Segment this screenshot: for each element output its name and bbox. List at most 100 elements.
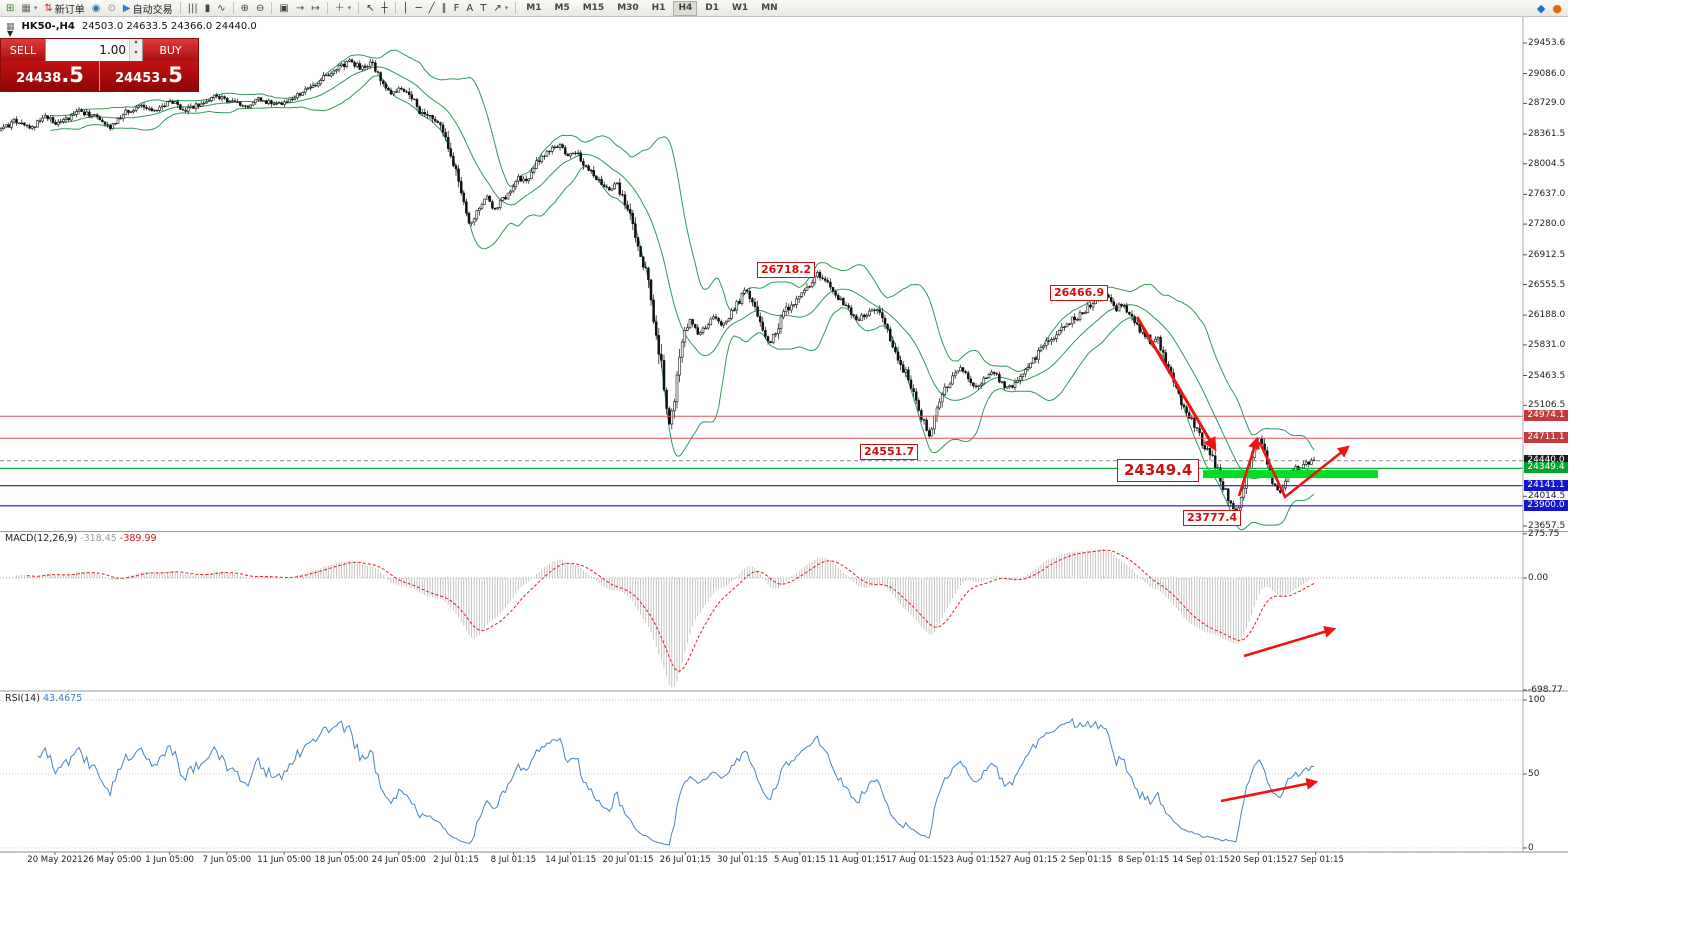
time-axis-label: 30 Jul 01:15 bbox=[717, 855, 769, 865]
candle-wicks bbox=[0, 58, 1315, 517]
volume-down-icon[interactable]: ▾ bbox=[130, 50, 142, 61]
zoom-in-icon[interactable]: ⊕ bbox=[238, 1, 252, 16]
auto-trading-button[interactable]: ▶ 自动交易 bbox=[122, 2, 173, 16]
arrow-tools-icon[interactable]: ↗ ▾ bbox=[490, 1, 511, 16]
timeframe-m30-button[interactable]: M30 bbox=[612, 1, 643, 16]
price-axis-tick: 26188.0 bbox=[1528, 310, 1566, 321]
main-chart-layer bbox=[0, 49, 1316, 531]
time-axis-label: 20 May 2021 bbox=[27, 855, 83, 865]
time-axis-label: 26 May 05:00 bbox=[83, 855, 142, 865]
sell-button[interactable]: SELL bbox=[1, 39, 45, 61]
price-axis-tick: 25106.5 bbox=[1528, 400, 1566, 411]
label-icon[interactable]: T bbox=[477, 1, 489, 16]
time-axis-label: 26 Jul 01:15 bbox=[659, 855, 711, 865]
bar-chart-icon[interactable]: ||| bbox=[185, 1, 201, 16]
price-axis-tick: 23657.5 bbox=[1528, 521, 1566, 531]
buy-price[interactable]: 24453.5 bbox=[115, 63, 183, 87]
one-click-collapse-icon[interactable]: ▼ bbox=[7, 29, 14, 38]
indicators-icon[interactable]: ＋ ▾ bbox=[332, 1, 355, 16]
timeframe-h4-button[interactable]: H4 bbox=[673, 0, 698, 16]
new-chart-icon[interactable]: ⊞ bbox=[3, 1, 17, 16]
rsi-axis-tick: 100 bbox=[1528, 695, 1546, 705]
time-axis-label: 5 Aug 01:15 bbox=[773, 855, 826, 865]
chart-header: ▦ HK50-,H4 24503.0 24633.5 24366.0 24440… bbox=[6, 21, 257, 32]
price-callout[interactable]: 26466.9 bbox=[1050, 285, 1109, 301]
auto-scroll-icon: → bbox=[295, 2, 305, 14]
horizontal-line-icon[interactable]: ─ bbox=[413, 1, 425, 16]
dropdown-caret-icon: ▾ bbox=[347, 4, 352, 12]
price-callout[interactable]: 24551.7 bbox=[860, 444, 919, 460]
timeframe-w1-button[interactable]: W1 bbox=[727, 1, 753, 16]
trend-arrow bbox=[1237, 436, 1260, 497]
price-axis-tick: 25831.0 bbox=[1528, 339, 1566, 350]
price-callout[interactable]: 26718.2 bbox=[757, 262, 816, 278]
rsi-layer bbox=[0, 699, 1523, 849]
news-icon[interactable]: ⊙ bbox=[104, 1, 118, 16]
symbol-period-label: HK50-,H4 bbox=[21, 21, 75, 32]
price-callout[interactable]: 24349.4 bbox=[1117, 459, 1200, 482]
one-click-top-row: SELL ▴ ▾ BUY bbox=[1, 39, 198, 61]
alert-icon[interactable]: ● bbox=[1552, 1, 1562, 15]
crosshair-icon: ┼ bbox=[381, 2, 388, 14]
new-order-button[interactable]: ⇅ 新订单 bbox=[44, 2, 85, 16]
crosshair-icon[interactable]: ┼ bbox=[379, 1, 391, 16]
price-axis-tick: 26912.5 bbox=[1528, 249, 1566, 260]
time-axis-label: 14 Sep 01:15 bbox=[1172, 855, 1230, 865]
timeframe-m5-button[interactable]: M5 bbox=[549, 1, 574, 16]
time-axis-label: 27 Aug 01:15 bbox=[1000, 855, 1058, 865]
zoom-out-icon[interactable]: ⊖ bbox=[253, 1, 267, 16]
ohlc-values: 24503.0 24633.5 24366.0 24440.0 bbox=[81, 21, 257, 32]
trend-arrow bbox=[1135, 316, 1217, 452]
candlestick-icon[interactable]: ▮ bbox=[202, 1, 214, 16]
volume-input[interactable] bbox=[46, 39, 129, 61]
bollinger-lower-band bbox=[50, 74, 1315, 531]
cursor-icon[interactable]: ↖ bbox=[363, 1, 377, 16]
price-axis-tick: 24014.5 bbox=[1528, 491, 1566, 502]
price-axis-tick: 28729.0 bbox=[1528, 98, 1566, 109]
sell-price[interactable]: 24438.5 bbox=[1, 61, 100, 91]
tile-windows-icon: ▣ bbox=[279, 2, 289, 14]
timeframe-m15-button[interactable]: M15 bbox=[578, 1, 609, 16]
timeframe-mn-button[interactable]: MN bbox=[756, 1, 783, 16]
profiles-icon[interactable]: ▦ ▾ bbox=[18, 1, 40, 16]
timeframe-h1-button[interactable]: H1 bbox=[647, 1, 671, 16]
price-axis-tick: 25463.5 bbox=[1528, 370, 1566, 381]
volume-up-icon[interactable]: ▴ bbox=[130, 39, 142, 50]
time-axis-label: 8 Jul 01:15 bbox=[490, 855, 537, 865]
time-axis-label: 7 Jun 05:00 bbox=[202, 855, 252, 865]
price-callout[interactable]: 23777.4 bbox=[1183, 510, 1242, 526]
time-axis-label: 11 Aug 01:15 bbox=[828, 855, 886, 865]
buy-button[interactable]: BUY bbox=[143, 39, 198, 61]
dropdown-caret-icon: ▾ bbox=[33, 4, 38, 12]
line-chart-icon[interactable]: ∿ bbox=[214, 1, 228, 16]
text-icon[interactable]: A bbox=[463, 1, 476, 16]
time-axis-label: 1 Jun 05:00 bbox=[145, 855, 194, 865]
timeframe-d1-button[interactable]: D1 bbox=[700, 1, 724, 16]
timeframe-m1-button[interactable]: M1 bbox=[521, 1, 546, 16]
mql-community-icon: ◉ bbox=[91, 2, 101, 14]
time-axis-label: 8 Sep 01:15 bbox=[1118, 855, 1170, 865]
channel-icon[interactable]: ∥ bbox=[439, 1, 450, 16]
time-axis-label: 2 Jul 01:15 bbox=[433, 855, 479, 865]
trendline-icon[interactable]: ╱ bbox=[426, 1, 438, 16]
price-level-label: 24141.1 bbox=[1524, 479, 1568, 491]
vertical-line-icon[interactable]: │ bbox=[400, 1, 412, 16]
price-axis-tick: 28361.5 bbox=[1528, 129, 1566, 139]
auto-scroll-icon[interactable]: → bbox=[293, 1, 307, 16]
mql-community-icon[interactable]: ◉ bbox=[89, 1, 104, 16]
time-axis-label: 24 Jun 05:00 bbox=[371, 855, 426, 865]
price-axis-tick: 29086.0 bbox=[1528, 68, 1566, 79]
price-level-label: 23900.0 bbox=[1524, 499, 1568, 511]
one-click-trading-panel: SELL ▴ ▾ BUY 24438.5 24453.5 bbox=[0, 38, 199, 92]
fibonacci-icon[interactable]: F bbox=[451, 1, 463, 16]
zoom-out-icon: ⊖ bbox=[255, 2, 265, 14]
price-level-label: 24974.1 bbox=[1524, 410, 1568, 422]
macd-axis-tick: 275.75 bbox=[1528, 528, 1560, 539]
rsi-axis-tick: 0 bbox=[1528, 843, 1534, 853]
zoom-in-icon: ⊕ bbox=[240, 2, 249, 14]
metaquotes-icon[interactable]: ◆ bbox=[1536, 1, 1546, 15]
tile-windows-icon[interactable]: ▣ bbox=[276, 1, 291, 16]
rsi-line bbox=[37, 717, 1315, 846]
chart-shift-icon[interactable]: ↦ bbox=[308, 1, 322, 16]
